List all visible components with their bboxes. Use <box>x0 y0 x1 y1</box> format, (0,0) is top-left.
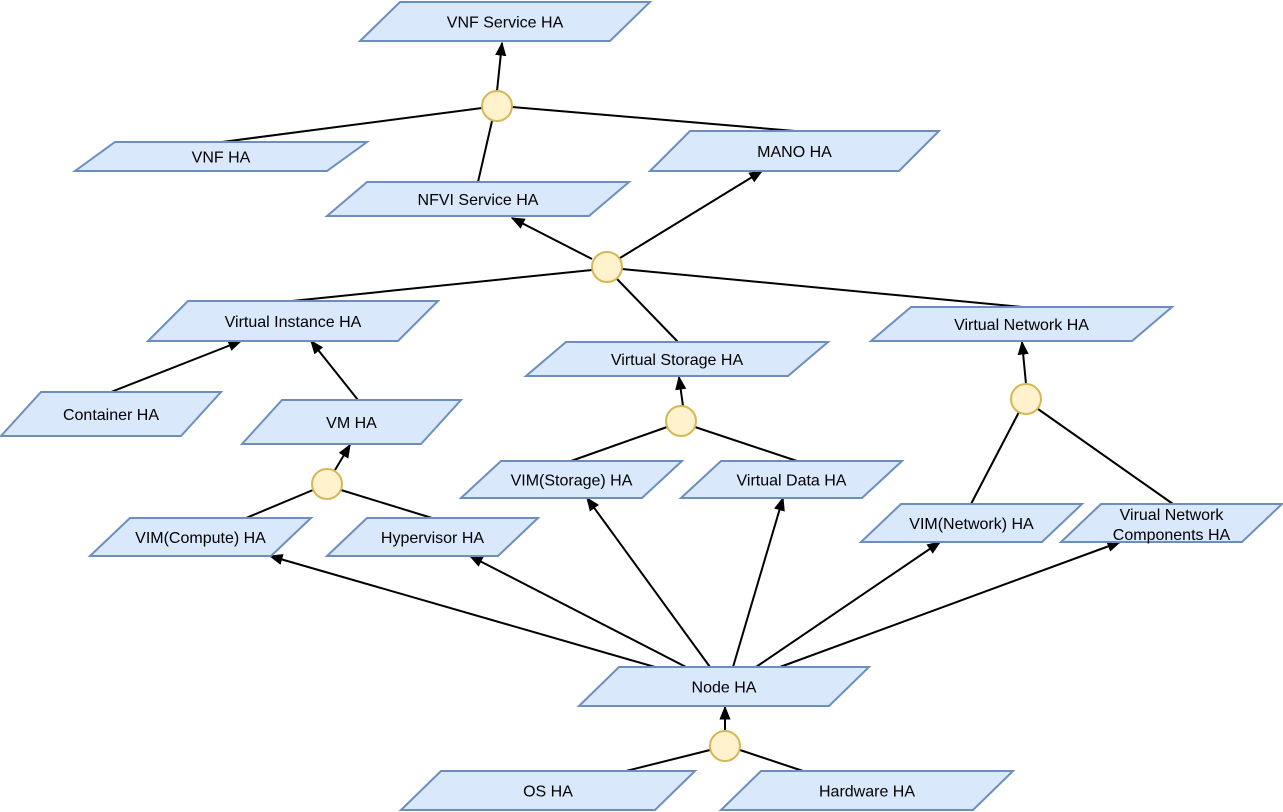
dependency-arrow <box>1017 340 1029 385</box>
node-virtual-network-components[interactable]: Virual Network Components HA <box>1058 503 1283 544</box>
dependency-arrow <box>268 554 656 668</box>
node-vim-network[interactable]: VIM(Network) HA <box>858 503 1085 543</box>
dependency-arrow <box>779 541 1122 668</box>
parallelogram-shape <box>0 391 224 437</box>
dependency-arrow <box>586 496 711 668</box>
node-virtual-instance[interactable]: Virtual Instance HA <box>145 300 441 342</box>
node-label: MANO HA <box>757 144 832 161</box>
dependency-line <box>970 411 1020 505</box>
node-label: Hypervisor HA <box>381 530 484 547</box>
node-container[interactable]: Container HA <box>0 391 224 437</box>
node-label: Virtual Instance HA <box>225 314 362 331</box>
dependency-line <box>694 426 798 462</box>
node-virtual-storage[interactable]: Virtual Storage HA <box>523 341 831 377</box>
node-label: NFVI Service HA <box>418 192 539 209</box>
parallelogram-shape <box>858 503 1085 543</box>
node-vim-storage[interactable]: VIM(Storage) HA <box>458 460 685 499</box>
parallelogram-shape <box>458 460 685 499</box>
parallelogram-shape <box>145 300 441 342</box>
parallelogram-shape <box>1058 503 1283 543</box>
node-mano[interactable]: MANO HA <box>647 130 942 172</box>
parallelogram-shape <box>87 517 314 557</box>
dependency-line <box>1037 408 1174 505</box>
dependency-line <box>616 278 679 343</box>
node-virtual-network[interactable]: Virtual Network HA <box>868 306 1175 342</box>
junction-node[interactable] <box>1010 383 1042 415</box>
node-vim-compute[interactable]: VIM(Compute) HA <box>87 517 314 557</box>
dependency-arrow <box>619 170 764 259</box>
parallelogram-shape <box>678 460 905 499</box>
node-label: VM HA <box>326 415 377 432</box>
node-os[interactable]: OS HA <box>398 770 698 811</box>
node-label: Virtual Storage HA <box>611 352 744 369</box>
node-label: Components HA <box>1113 527 1231 544</box>
node-vm[interactable]: VM HA <box>239 399 464 445</box>
parallelogram-shape <box>647 130 942 172</box>
parallelogram-shape <box>398 770 698 811</box>
dependency-line <box>570 426 668 462</box>
dependency-arrow <box>495 41 507 92</box>
parallelogram-shape <box>239 399 464 445</box>
parallelogram-shape <box>71 141 371 172</box>
node-label: Virual Network <box>1120 507 1225 524</box>
node-label: VNF Service HA <box>447 15 564 32</box>
dependency-line <box>477 120 493 183</box>
junction-node[interactable] <box>665 405 697 437</box>
parallelogram-shape <box>523 341 831 377</box>
dependency-line <box>511 106 796 132</box>
node-label: Container HA <box>63 407 159 424</box>
dependency-line <box>291 269 593 302</box>
dependency-line <box>625 749 711 772</box>
node-label: Hardware HA <box>819 784 915 801</box>
node-vnf[interactable]: VNF HA <box>71 141 371 172</box>
parallelogram-shape <box>324 517 541 557</box>
dependency-arrow <box>732 496 785 668</box>
node-hypervisor[interactable]: Hypervisor HA <box>324 517 541 557</box>
node-label: Virtual Network HA <box>954 317 1089 334</box>
parallelogram-shape <box>357 0 653 42</box>
dependency-arrow <box>755 541 942 668</box>
dependency-line <box>340 489 433 519</box>
node-label: VIM(Compute) HA <box>135 530 266 547</box>
dependency-arrow <box>310 339 359 401</box>
node-label: Node HA <box>692 680 757 697</box>
node-nfvi-service[interactable]: NFVI Service HA <box>324 181 632 217</box>
dependency-arrow <box>334 443 351 471</box>
dependency-arrow <box>468 555 687 668</box>
dependency-arrow <box>675 375 687 407</box>
node-node[interactable]: Node HA <box>576 666 872 707</box>
parallelogram-shape <box>718 770 1016 811</box>
junction-node[interactable] <box>709 730 741 762</box>
junction-node[interactable] <box>481 90 513 122</box>
dependency-line <box>221 107 483 143</box>
dependency-arrow <box>110 340 243 393</box>
dependency-line <box>739 749 804 772</box>
dependency-line <box>245 489 314 519</box>
node-label: VNF HA <box>192 150 251 167</box>
node-hardware[interactable]: Hardware HA <box>718 770 1016 811</box>
parallelogram-shape <box>576 666 872 707</box>
node-label: VIM(Storage) HA <box>511 473 633 490</box>
dependency-arrow <box>510 217 593 260</box>
junction-node[interactable] <box>311 468 343 500</box>
node-virtual-data[interactable]: Virtual Data HA <box>678 460 905 499</box>
parallelogram-shape <box>324 181 632 217</box>
node-label: Virtual Data HA <box>737 473 847 490</box>
node-vnf-service[interactable]: VNF Service HA <box>357 0 653 42</box>
dependency-line <box>621 268 1023 308</box>
parallelogram-shape <box>868 306 1175 342</box>
node-label: OS HA <box>523 784 573 801</box>
node-label: VIM(Network) HA <box>909 516 1034 533</box>
junction-node[interactable] <box>591 251 623 283</box>
